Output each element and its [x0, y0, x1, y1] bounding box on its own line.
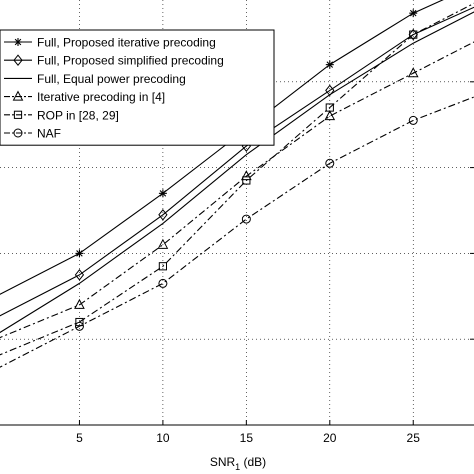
data-point [325, 103, 334, 112]
legend-entry: Full, Proposed simplified precoding [4, 54, 224, 68]
data-point [325, 60, 334, 69]
legend-marker [12, 90, 24, 101]
asterisk-stroke [14, 38, 22, 46]
data-point [158, 262, 167, 271]
asterisk-stroke [76, 250, 83, 257]
data-point [75, 249, 84, 258]
data-point [158, 189, 167, 198]
x-axis-title-unit: (dB) [240, 455, 266, 469]
series-line [0, 11, 474, 334]
series-6 [0, 96, 474, 368]
legend-label: NAF [37, 127, 61, 141]
data-point [409, 30, 418, 39]
legend-entry: Full, Equal power precoding [4, 72, 186, 86]
legend-marker [13, 54, 23, 67]
data-point [74, 269, 85, 281]
data-point [158, 208, 168, 221]
data-point [324, 110, 336, 121]
asterisk-stroke [326, 61, 334, 68]
asterisk-stroke [159, 190, 167, 197]
x-tick-label: 25 [407, 431, 421, 445]
legend-label: Full, Proposed simplified precoding [37, 54, 224, 68]
legend-label: ROP in [28, 29] [37, 108, 119, 122]
data-point [407, 67, 419, 78]
x-axis-title: SNR1 (dB) [210, 455, 266, 472]
data-point [157, 238, 169, 249]
legend-box [0, 29, 275, 146]
series-layer [0, 0, 474, 368]
legend-marker [14, 38, 22, 46]
x-axis-title-subscript: 1 [235, 462, 240, 472]
axes: 5 10 15 20 25 [0, 81, 474, 445]
x-tick-label: 20 [323, 431, 337, 445]
legend-marker [13, 128, 23, 138]
legend: Full, Proposed iterative precoding Full, … [0, 29, 275, 146]
legend-entry: Iterative precoding in [4] [4, 90, 165, 104]
series-line [0, 41, 474, 339]
legend-entry: ROP in [28, 29] [4, 108, 119, 122]
data-point [75, 317, 84, 327]
legend-label: Full, Equal power precoding [37, 72, 186, 86]
data-point [74, 298, 85, 309]
data-point [241, 214, 251, 224]
x-tick-label: 10 [156, 431, 170, 445]
legend-marker [13, 110, 23, 119]
legend-entry: NAF [4, 127, 61, 141]
series-4 [0, 41, 474, 339]
x-axis-title-main: SNR [210, 455, 236, 469]
data-point [74, 321, 84, 331]
legend-label: Iterative precoding in [4] [37, 90, 165, 104]
series-line [0, 96, 474, 368]
data-point [242, 176, 251, 185]
x-tick-label: 15 [240, 431, 254, 445]
data-point [158, 278, 168, 288]
data-point [325, 158, 335, 168]
series-3 [0, 11, 474, 334]
data-point [409, 9, 418, 18]
legend-entry: Full, Proposed iterative precoding [4, 36, 216, 50]
x-tick-label: 5 [76, 431, 83, 445]
data-point [241, 170, 252, 181]
legend-label: Full, Proposed iterative precoding [37, 36, 216, 50]
data-point [408, 115, 418, 125]
asterisk-stroke [409, 9, 417, 17]
